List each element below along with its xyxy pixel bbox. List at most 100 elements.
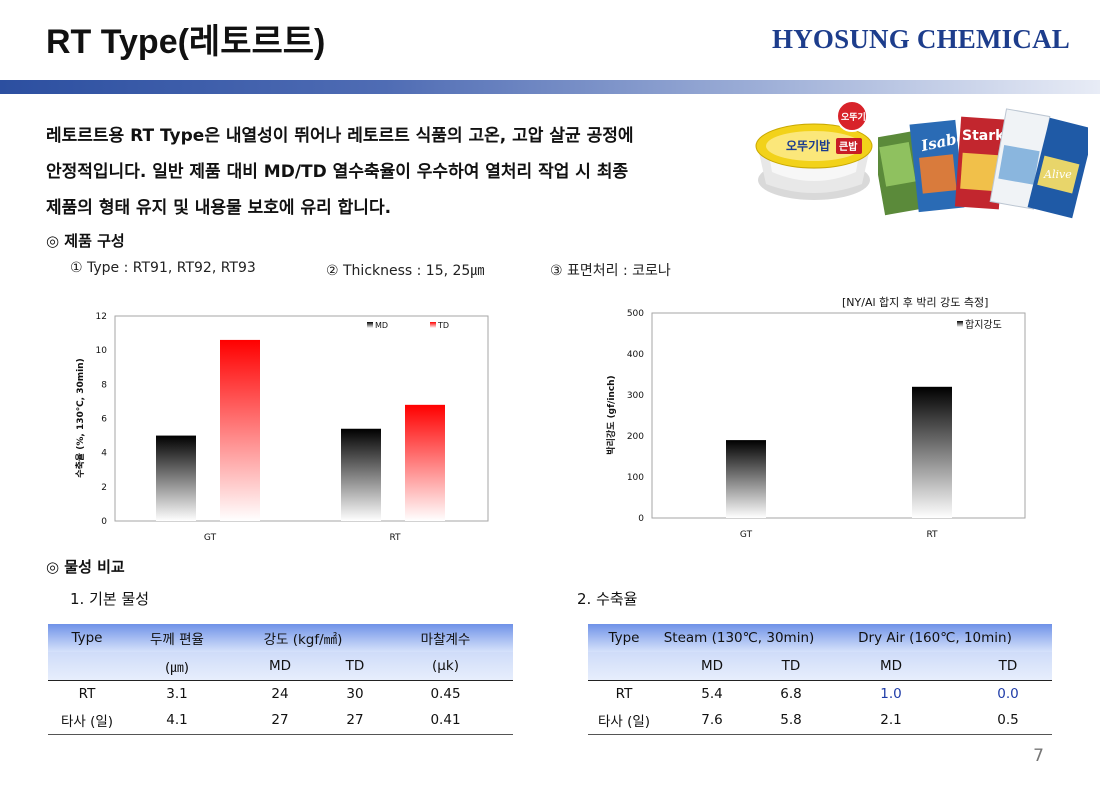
table-header-cell: Dry Air (160℃, 10min) — [818, 624, 1052, 652]
table-cell: 2.1 — [818, 707, 964, 735]
y-tick-label: 500 — [627, 309, 644, 319]
chart-legend: 합지강도 — [957, 319, 1002, 331]
x-tick-label: RT — [389, 533, 401, 543]
table-cell: 타사 (일) — [48, 707, 126, 735]
table-header-cell: MD — [818, 652, 964, 681]
table-header-cell: MD — [228, 652, 332, 681]
chart-legend: MD TD — [367, 321, 449, 330]
intro-line: 안정적입니다. 일반 제품 대비 MD/TD 열수축율이 우수하여 열처리 작업… — [46, 162, 629, 182]
pouch-brand-stark: Stark — [962, 128, 1005, 144]
table-header-row: Type Steam (130℃, 30min) Dry Air (160℃, … — [588, 624, 1052, 652]
retort-pouches-photo: Isabel Stark Alive — [878, 108, 1088, 222]
y-tick-label: 6 — [101, 415, 107, 425]
shrinkage-table: Type Steam (130℃, 30min) Dry Air (160℃, … — [588, 624, 1052, 735]
table-row: RT 5.4 6.8 1.0 0.0 — [588, 680, 1052, 707]
page-title: RT Type(레토르트) — [46, 23, 326, 61]
rice-bowl-badge: 큰밥 — [839, 140, 858, 153]
y-tick-label: 2 — [101, 483, 107, 493]
pouch-brand-alive: Alive — [1043, 168, 1072, 181]
rice-bowl-photo: 오뚜기밥 큰밥 오뚜기 — [752, 98, 876, 206]
table-header-row: MD TD MD TD — [588, 652, 1052, 681]
spec-surface-treatment: ③ 표면처리 : 코로나 — [550, 263, 671, 279]
table-cell: 3.1 — [166, 685, 188, 702]
table-cell: 0.41 — [378, 707, 513, 735]
bar-md-gt — [156, 435, 196, 521]
properties-section-heading: ◎ 물성 비교 — [46, 558, 125, 576]
bar-td-gt — [220, 339, 260, 521]
brand-logo: HYOSUNG CHEMICAL — [772, 24, 1070, 54]
table-cell: 5.4 — [701, 685, 723, 702]
table-header-cell: TD — [964, 652, 1052, 681]
table-cell: 24 — [271, 685, 289, 702]
table-cell: 7.6 — [660, 707, 764, 735]
table-header-cell: (㎛) — [126, 652, 228, 681]
table-cell: 6.8 — [780, 685, 802, 702]
table-cell: 30 — [346, 685, 364, 702]
page-number: 7 — [1033, 746, 1044, 766]
header-divider-bar — [0, 80, 1100, 94]
bar-td-rt — [405, 404, 445, 521]
table-cell: 1.0 — [880, 685, 902, 702]
chart-plot-area — [651, 312, 1026, 519]
bar-합지강도-gt — [726, 440, 766, 518]
intro-line: 레토르트용 RT Type은 내열성이 뛰어나 레토르트 식품의 고온, 고압 … — [46, 126, 634, 146]
table-cell: RT — [615, 685, 633, 702]
bar-합지강도-rt — [912, 386, 952, 518]
y-tick-label: 300 — [627, 391, 644, 401]
chart-y-axis-title: 수축율 (%, 130℃, 30min) — [74, 358, 86, 477]
y-tick-label: 100 — [627, 473, 644, 483]
table-header-cell: TD — [332, 652, 378, 681]
table-header-cell: 강도 (kgf/㎟) — [228, 624, 378, 652]
intro-paragraph: 레토르트용 RT Type은 내열성이 뛰어나 레토르트 식품의 고온, 고압 … — [46, 118, 746, 226]
bar-md-rt — [341, 428, 381, 521]
table-cell: 27 — [332, 707, 378, 735]
y-tick-label: 0 — [638, 514, 644, 524]
table-header-cell: Type — [48, 624, 126, 652]
table-header-cell: Steam (130℃, 30min) — [660, 624, 818, 652]
legend-label-peel: 합지강도 — [965, 319, 1002, 331]
basic-properties-subheading: 1. 기본 물성 — [70, 590, 150, 608]
ottogi-logo: 오뚜기 — [841, 111, 866, 123]
spec-type: ① Type : RT91, RT92, RT93 — [70, 260, 256, 276]
table-header-row: Type 두께 편율 강도 (kgf/㎟) 마찰계수 — [48, 624, 513, 652]
product-section-heading: ◎ 제품 구성 — [46, 232, 125, 250]
spec-thickness: ② Thickness : 15, 25㎛ — [326, 263, 485, 279]
x-tick-label: GT — [204, 533, 217, 543]
shrinkage-subheading: 2. 수축율 — [577, 590, 638, 608]
table-row: 타사 (일) 7.6 5.8 2.1 0.5 — [588, 707, 1052, 735]
y-tick-label: 12 — [96, 312, 107, 322]
legend-label-md: MD — [375, 321, 388, 330]
x-tick-label: RT — [926, 530, 938, 540]
table-cell: 0.0 — [997, 685, 1019, 702]
y-tick-label: 400 — [627, 350, 644, 360]
table-cell: 0.5 — [964, 707, 1052, 735]
y-tick-label: 200 — [627, 432, 644, 442]
y-tick-label: 10 — [96, 346, 108, 356]
intro-line: 제품의 형태 유지 및 내용물 보호에 유리 합니다. — [46, 198, 392, 218]
rice-bowl-label: 오뚜기밥 — [786, 138, 830, 153]
table-cell: 4.1 — [126, 707, 228, 735]
table-row: RT 3.1 24 30 0.45 — [48, 680, 513, 707]
table-header-cell — [48, 652, 126, 681]
basic-properties-table: Type 두께 편율 강도 (kgf/㎟) 마찰계수 (㎛) MD TD (μk… — [48, 624, 513, 735]
table-header-cell: MD — [660, 652, 764, 681]
legend-label-td: TD — [437, 321, 449, 330]
legend-swatch-md — [367, 322, 373, 328]
table-header-cell — [588, 652, 660, 681]
legend-swatch-peel — [957, 321, 963, 327]
y-tick-label: 4 — [101, 449, 107, 459]
table-row: 타사 (일) 4.1 27 27 0.41 — [48, 707, 513, 735]
peel-strength-chart: 0 100 200 300 400 500 GT RT 합지강도 박리강도 (gf/inch… — [605, 309, 1026, 540]
y-tick-label: 8 — [101, 380, 107, 390]
table-header-cell: (μk) — [378, 652, 513, 681]
shrinkage-chart: 0 2 4 6 8 10 12 GT RT MD TD 수축율 (%, 130℃, 30min… — [74, 312, 489, 543]
table-cell: 27 — [228, 707, 332, 735]
table-header-cell: Type — [588, 624, 660, 652]
table-cell: RT — [78, 685, 96, 702]
table-header-row: (㎛) MD TD (μk) — [48, 652, 513, 681]
table-cell: 0.45 — [430, 685, 461, 702]
peel-test-note: [NY/Al 합지 후 박리 강도 측정] — [842, 296, 989, 309]
x-tick-label: GT — [740, 530, 753, 540]
table-header-cell: 마찰계수 — [378, 624, 513, 652]
table-header-cell: TD — [764, 652, 818, 681]
